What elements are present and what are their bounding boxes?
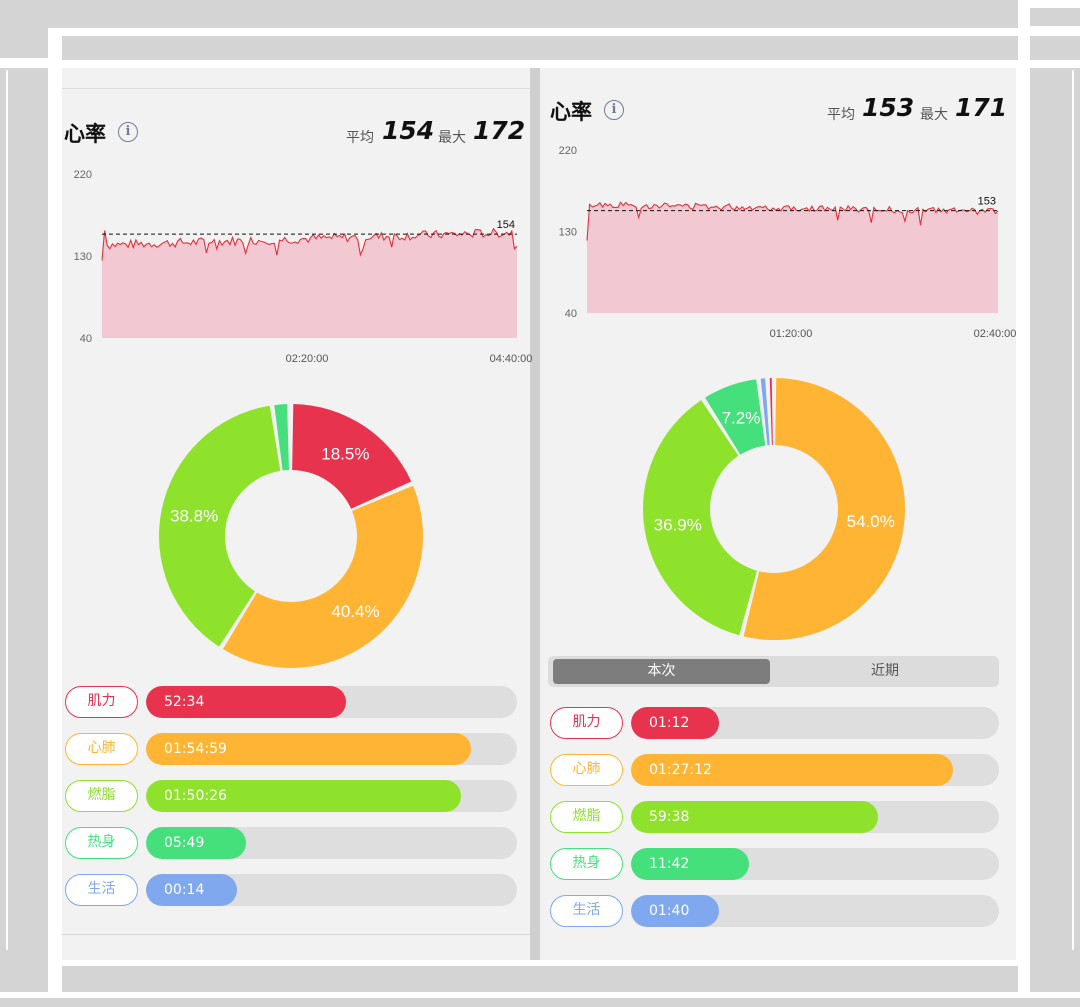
zone-bar-track-life: 00:14: [146, 874, 517, 906]
left-max-value: 172: [473, 116, 526, 145]
left-max-label: 最大: [438, 130, 466, 146]
zone-label-strength: 肌力: [550, 707, 623, 739]
zone-bar-track-cardio: 01:54:59: [146, 733, 517, 765]
zone-label-warmup: 热身: [550, 848, 623, 880]
zone-bar-track-fatburn: 01:50:26: [146, 780, 517, 812]
zone-bar-track-warmup: 05:49: [146, 827, 517, 859]
zone-label-cardio: 心肺: [550, 754, 623, 786]
zone-label-warmup: 热身: [65, 827, 138, 859]
zone-label-strength: 肌力: [65, 686, 138, 718]
left-donut-label-fatburn: 38.8%: [170, 507, 218, 526]
zone-time-warmup: 05:49: [164, 835, 205, 851]
left-hr-line: [101, 227, 518, 261]
zone-bar-fill-strength: 52:34: [146, 686, 347, 718]
zone-bar-fill-fatburn: 01:50:26: [146, 780, 462, 812]
zone-bar-fill-life: 00:14: [146, 874, 237, 906]
right-donut-label-fatburn: 36.9%: [654, 516, 702, 535]
zone-time-fatburn: 01:50:26: [164, 788, 227, 804]
right-max-label: 最大: [920, 107, 948, 123]
right-donut-label-cardio: 54.0%: [847, 512, 895, 531]
zone-bar-fill-life: 01:40: [631, 895, 720, 927]
zone-bar-fill-warmup: 05:49: [146, 827, 247, 859]
zone-bar-track-fatburn: 59:38: [631, 801, 999, 833]
left-y-tick-130: 130: [74, 251, 92, 263]
left-hr-area: [102, 228, 517, 338]
right-y-tick-130: 130: [559, 227, 577, 239]
zone-label-life: 生活: [550, 895, 623, 927]
zone-label-cardio: 心肺: [65, 733, 138, 765]
right-x-tick-2: 02:40:00: [974, 328, 1017, 340]
right-donut-slice-cardio: [743, 378, 905, 640]
left-x-tick-1: 02:20:00: [286, 353, 329, 365]
zone-time-cardio: 01:27:12: [649, 762, 712, 778]
right-y-tick-220: 220: [559, 145, 577, 157]
tab-current[interactable]: 本次: [553, 659, 770, 684]
left-donut-slice-strength: [292, 404, 412, 509]
left-donut-slice-warmup: [274, 404, 290, 471]
zone-time-strength: 01:12: [649, 715, 690, 731]
right-avg-line-label: 153: [978, 196, 996, 208]
right-avg-value: 153: [862, 93, 915, 122]
left-x-tick-2: 04:40:00: [490, 353, 533, 365]
zone-bar-track-life: 01:40: [631, 895, 999, 927]
zone-time-warmup: 11:42: [649, 856, 690, 872]
zone-bar-fill-cardio: 01:27:12: [631, 754, 953, 786]
zone-bar-track-strength: 52:34: [146, 686, 517, 718]
zone-time-strength: 52:34: [164, 694, 205, 710]
right-donut-slice-fatburn: [643, 400, 758, 636]
right-avg-label: 平均: [827, 107, 855, 123]
left-avg-label: 平均: [346, 130, 374, 146]
zone-bar-fill-fatburn: 59:38: [631, 801, 878, 833]
left-bottom-separator: [62, 934, 530, 935]
zone-time-life: 00:14: [164, 882, 205, 898]
left-title: 心率: [64, 122, 106, 146]
right-info-icon[interactable]: i: [604, 100, 624, 120]
right-hr-line: [586, 201, 999, 241]
zone-bar-fill-cardio: 01:54:59: [146, 733, 471, 765]
right-max-value: 171: [955, 93, 1008, 122]
zone-bar-track-strength: 01:12: [631, 707, 999, 739]
zone-label-fatburn: 燃脂: [550, 801, 623, 833]
left-avg-line-label: 154: [497, 219, 515, 231]
right-y-tick-40: 40: [565, 308, 577, 320]
left-top-separator: [62, 88, 530, 89]
panel-divider: [530, 68, 540, 960]
left-avg-value: 154: [382, 116, 435, 145]
left-y-tick-220: 220: [74, 169, 92, 181]
zone-time-cardio: 01:54:59: [164, 741, 227, 757]
right-title: 心率: [550, 100, 592, 124]
right-hr-area: [587, 202, 998, 313]
left-info-icon[interactable]: i: [118, 122, 138, 142]
right-donut-label-warmup: 7.2%: [722, 408, 761, 427]
zone-bar-track-warmup: 11:42: [631, 848, 999, 880]
tab-recent[interactable]: 近期: [871, 663, 899, 679]
left-donut-label-strength: 18.5%: [321, 444, 369, 463]
right-donut-slice-life: [760, 378, 770, 446]
zone-label-fatburn: 燃脂: [65, 780, 138, 812]
right-donut-slice-warmup: [705, 379, 766, 455]
zone-bar-track-cardio: 01:27:12: [631, 754, 999, 786]
zone-bar-fill-strength: 01:12: [631, 707, 720, 739]
left-donut-label-cardio: 40.4%: [331, 602, 379, 621]
zone-bar-fill-warmup: 11:42: [631, 848, 749, 880]
zone-time-fatburn: 59:38: [649, 809, 690, 825]
left-y-tick-40: 40: [80, 333, 92, 345]
zone-time-life: 01:40: [649, 903, 690, 919]
right-x-tick-1: 01:20:00: [770, 328, 813, 340]
zone-label-life: 生活: [65, 874, 138, 906]
left-donut-slice-fatburn: [158, 405, 281, 647]
left-donut-slice-cardio: [222, 485, 423, 668]
right-donut-slice-strength: [769, 378, 773, 446]
